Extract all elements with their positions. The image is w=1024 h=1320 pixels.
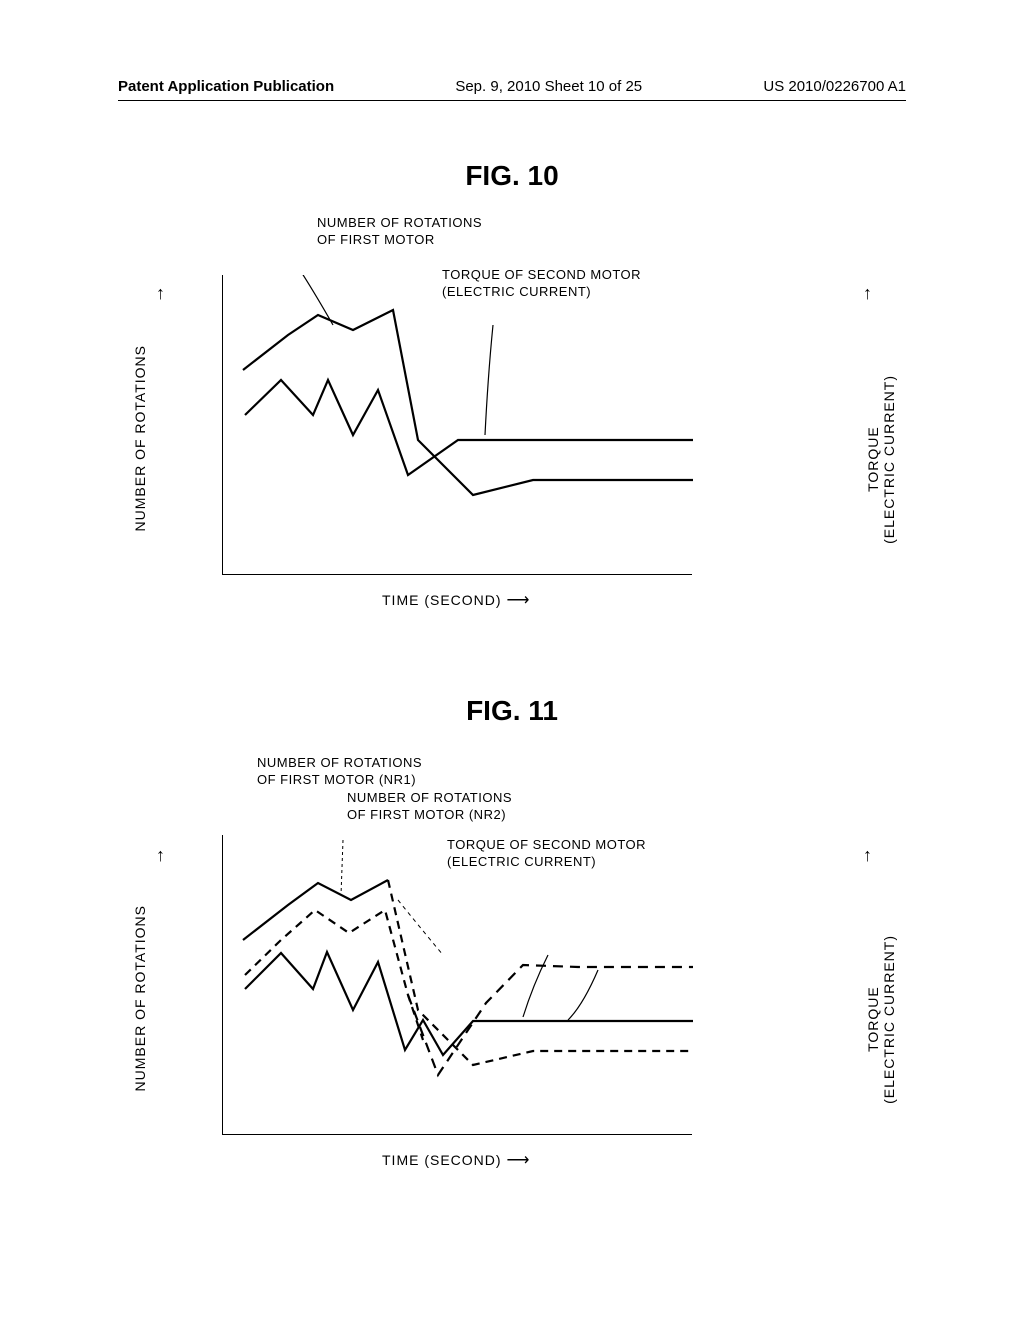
fig10-x-label-text: TIME (SECOND) (382, 592, 502, 608)
fig10-callout-rotations: NUMBER OF ROTATIONS OF FIRST MOTOR (317, 215, 482, 249)
fig10-torque-curve (245, 380, 693, 475)
fig10-x-label: TIME (SECOND) ⟶ (382, 590, 530, 610)
fig11-y-left-label: NUMBER OF ROTATIONS (132, 905, 148, 1091)
fig10-x-arrow-icon: ⟶ (506, 592, 530, 609)
header-right: US 2010/0226700 A1 (763, 78, 906, 95)
fig11-callout2-text: NUMBER OF ROTATIONS OF FIRST MOTOR (NR2) (347, 790, 512, 822)
fig10-y-right-label: TORQUE (ELECTRIC CURRENT) (865, 375, 897, 544)
fig11-nr1-solid (243, 880, 388, 940)
fig11-x-label-text: TIME (SECOND) (382, 1152, 502, 1168)
fig11-y-right-arrow-icon: ↑ (863, 845, 872, 866)
fig10-curves (223, 275, 693, 585)
page-header: Patent Application Publication Sep. 9, 2… (0, 78, 1024, 95)
fig11-chart: NUMBER OF ROTATIONS OF FIRST MOTOR (NR1)… (162, 755, 862, 1175)
fig11-x-label: TIME (SECOND) ⟶ (382, 1150, 530, 1170)
header-rule (118, 100, 906, 101)
fig11-callout1-text: NUMBER OF ROTATIONS OF FIRST MOTOR (NR1) (257, 755, 422, 787)
fig10-chart: NUMBER OF ROTATIONS OF FIRST MOTOR TORQU… (162, 215, 862, 615)
fig11-y-left-arrow-icon: ↑ (156, 845, 165, 866)
fig10-y-right-arrow-icon: ↑ (863, 283, 872, 304)
fig11-leader1 (341, 840, 343, 895)
fig11-y-right-label: TORQUE (ELECTRIC CURRENT) (865, 935, 897, 1104)
fig11-x-arrow-icon: ⟶ (506, 1152, 530, 1169)
header-left: Patent Application Publication (118, 78, 334, 95)
fig11-title: FIG. 11 (0, 695, 1024, 727)
fig10-y-left-arrow-icon: ↑ (156, 283, 165, 304)
fig11-callout-nr1: NUMBER OF ROTATIONS OF FIRST MOTOR (NR1) (257, 755, 422, 789)
fig11-curves (223, 835, 693, 1155)
fig10-leader2 (485, 325, 493, 435)
fig11-callout-nr2: NUMBER OF ROTATIONS OF FIRST MOTOR (NR2) (347, 790, 512, 824)
fig11-plot-area (222, 835, 692, 1135)
fig10-plot-area (222, 275, 692, 575)
fig11-leader2 (398, 900, 443, 955)
fig10-callout1-text: NUMBER OF ROTATIONS OF FIRST MOTOR (317, 215, 482, 247)
fig10-rotations-curve (243, 310, 693, 495)
fig11-leader3b (568, 970, 598, 1020)
header-center: Sep. 9, 2010 Sheet 10 of 25 (455, 78, 642, 95)
fig10-y-left-label: NUMBER OF ROTATIONS (132, 345, 148, 531)
fig10-title: FIG. 10 (0, 160, 1024, 192)
